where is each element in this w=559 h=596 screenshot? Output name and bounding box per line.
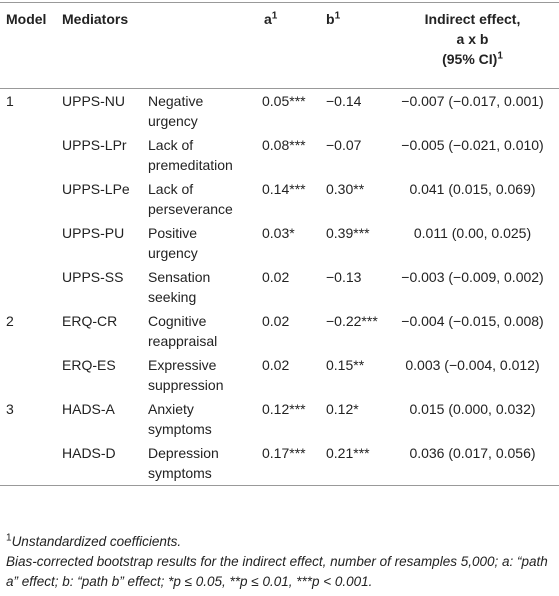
abbr-cell: UPPS-NU — [62, 93, 126, 109]
header-text: b — [326, 11, 335, 27]
header-cell: Model — [6, 11, 47, 27]
footnote: Bias-corrected bootstrap results for the… — [6, 554, 548, 589]
abbr-cell: UPPS-LPe — [62, 181, 130, 197]
name-cell: Sensation seeking — [148, 269, 211, 305]
results-table: Model Mediators a1 b1 Indirect effect, a … — [0, 2, 559, 486]
model-cell: 1 — [6, 93, 14, 109]
abbr-cell: UPPS-SS — [62, 269, 124, 285]
header-cell: a1 — [250, 3, 312, 89]
b-cell: −0.13 — [326, 269, 362, 285]
a-cell: 0.17*** — [262, 445, 306, 461]
a-cell: 0.08*** — [262, 137, 306, 153]
abbr-cell: ERQ-ES — [62, 357, 116, 373]
indirect-cell: 0.041 (0.015, 0.069) — [409, 181, 536, 197]
header-text: a — [264, 11, 272, 27]
b-cell: 0.15** — [326, 357, 365, 373]
name-cell: Cognitive reappraisal — [148, 313, 218, 349]
b-cell: 0.21*** — [326, 445, 370, 461]
table-body: 1 UPPS-NU Negative urgency 0.05*** −0.14 −0.0… — [0, 89, 559, 486]
b-cell: −0.14 — [326, 93, 362, 109]
b-cell: 0.39*** — [326, 225, 370, 241]
abbr-cell: UPPS-LPr — [62, 137, 127, 153]
superscript: 1 — [497, 50, 503, 62]
model-cell: 2 — [6, 313, 14, 329]
footnotes: 1Unstandardized coefficients. Bias-corre… — [6, 532, 554, 592]
table-row: 3 HADS-A Anxiety symptoms 0.12*** 0.12* 0.015… — [0, 397, 559, 441]
abbr-cell: HADS-A — [62, 401, 115, 417]
table-row: 1 UPPS-NU Negative urgency 0.05*** −0.14 −0.0… — [0, 89, 559, 134]
superscript: 1 — [271, 10, 278, 22]
superscript: 1 — [334, 10, 341, 22]
indirect-cell: 0.036 (0.017, 0.056) — [409, 445, 536, 461]
a-cell: 0.12*** — [262, 401, 306, 417]
name-cell: Expressive suppression — [148, 357, 224, 393]
name-cell: Depression symptoms — [148, 445, 219, 481]
model-cell: 3 — [6, 401, 14, 417]
table-row: UPPS-SS Sensation seeking 0.02 −0.13 −0.003 … — [0, 265, 559, 309]
table-row: UPPS-PU Positive urgency 0.03* 0.39*** 0.011… — [0, 221, 559, 265]
table-row: HADS-D Depression symptoms 0.17*** 0.21*** 0… — [0, 441, 559, 486]
indirect-cell: 0.011 (0.00, 0.025) — [413, 225, 532, 241]
indirect-cell: 0.015 (0.000, 0.032) — [409, 401, 536, 417]
table-row: UPPS-LPr Lack of premeditation 0.08*** −0.0… — [0, 133, 559, 177]
superscript: 1 — [6, 532, 12, 544]
a-cell: 0.02 — [262, 357, 290, 373]
table-header: Model Mediators a1 b1 Indirect effect, a … — [0, 3, 559, 89]
footnote: 1Unstandardized coefficients. — [6, 532, 554, 552]
table-row: 2 ERQ-CR Cognitive reappraisal 0.02 −0.22***… — [0, 309, 559, 353]
name-cell: Positive urgency — [148, 225, 198, 261]
table-row: ERQ-ES Expressive suppression 0.02 0.15** 0.… — [0, 353, 559, 397]
a-cell: 0.14*** — [262, 181, 306, 197]
a-cell: 0.05*** — [262, 93, 306, 109]
header-text: a x b — [456, 31, 489, 47]
indirect-cell: −0.004 (−0.015, 0.008) — [401, 313, 544, 329]
a-cell: 0.02 — [262, 269, 290, 285]
footnote-text: Unstandardized coefficients. — [11, 534, 182, 549]
a-cell: 0.03* — [262, 225, 295, 241]
b-cell: −0.07 — [326, 137, 362, 153]
abbr-cell: UPPS-PU — [62, 225, 125, 241]
indirect-cell: −0.005 (−0.021, 0.010) — [401, 137, 544, 153]
b-cell: −0.22*** — [326, 313, 378, 329]
name-cell: Negative urgency — [148, 93, 204, 129]
header-text: (95% CI) — [442, 51, 498, 67]
table-row: UPPS-LPe Lack of perseverance 0.14*** 0.30*… — [0, 177, 559, 221]
abbr-cell: HADS-D — [62, 445, 116, 461]
a-cell: 0.02 — [262, 313, 290, 329]
abbr-cell: ERQ-CR — [62, 313, 118, 329]
indirect-cell: 0.003 (−0.004, 0.012) — [405, 357, 540, 373]
header-cell: Mediators — [62, 11, 129, 27]
name-cell: Anxiety symptoms — [148, 401, 212, 437]
header-row: Model Mediators a1 b1 Indirect effect, a … — [0, 3, 559, 89]
name-cell: Lack of premeditation — [148, 137, 233, 173]
indirect-cell: −0.003 (−0.009, 0.002) — [401, 269, 544, 285]
b-cell: 0.30** — [326, 181, 365, 197]
header-text: Indirect effect, — [424, 11, 521, 27]
header-cell: Indirect effect, a x b (95% CI)1 — [384, 3, 559, 89]
name-cell: Lack of perseverance — [148, 181, 233, 217]
header-text: (95% CI)1 — [390, 49, 555, 69]
b-cell: 0.12* — [326, 401, 359, 417]
header-cell: b1 — [312, 3, 384, 89]
indirect-cell: −0.007 (−0.017, 0.001) — [401, 93, 544, 109]
